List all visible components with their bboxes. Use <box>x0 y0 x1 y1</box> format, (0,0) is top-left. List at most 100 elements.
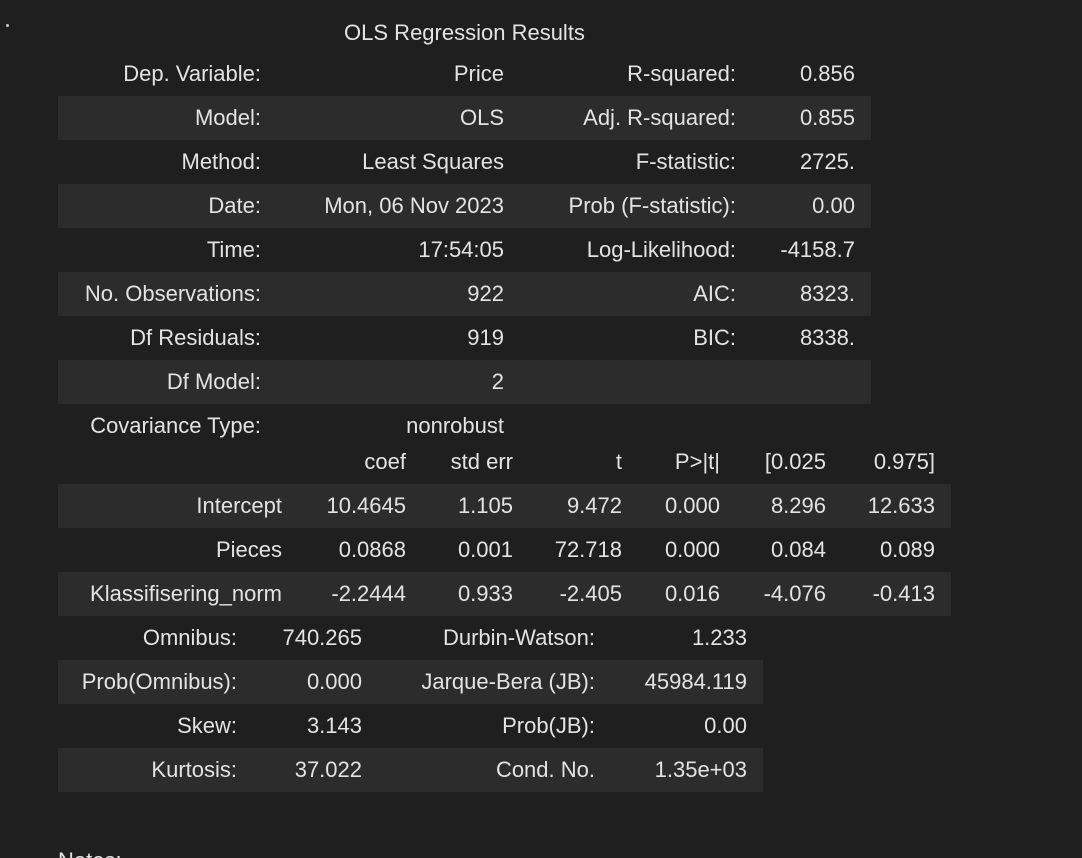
summary-table: OLS Regression Results Dep. Variable: Pr… <box>58 10 871 448</box>
table-row: Time: 17:54:05 Log-Likelihood: -4158.7 <box>58 228 871 272</box>
notes-heading: Notes: <box>58 848 122 858</box>
summary-value: nonrobust <box>406 413 504 438</box>
summary-label: Adj. R-squared: <box>520 96 752 140</box>
summary-value: 0.00 <box>752 184 871 228</box>
t-cell: 72.718 <box>554 537 622 562</box>
table-row: Date: Mon, 06 Nov 2023 Prob (F-statistic… <box>58 184 871 228</box>
column-header: [0.025 <box>764 449 826 474</box>
table-row: Model: OLS Adj. R-squared: 0.855 <box>58 96 871 140</box>
table-title: OLS Regression Results <box>344 20 585 45</box>
diagnostic-label: Prob(Omnibus): <box>58 660 253 704</box>
summary-label: Log-Likelihood: <box>586 237 736 262</box>
diagnostic-label: Skew: <box>177 713 237 738</box>
t-cell: -2.405 <box>529 572 638 616</box>
summary-value: Mon, 06 Nov 2023 <box>277 184 520 228</box>
diagnostic-value: 0.00 <box>704 713 747 738</box>
diagnostic-value: 1.233 <box>691 625 747 650</box>
summary-value: Price <box>453 61 504 86</box>
diagnostic-value: 37.022 <box>253 748 378 792</box>
summary-value: 2 <box>277 360 520 404</box>
summary-value: 8338. <box>799 325 855 350</box>
column-header: std err <box>450 449 513 474</box>
summary-label: Time: <box>206 237 261 262</box>
coef-cell: -2.2444 <box>298 572 422 616</box>
table-header-row: coef std err t P>|t| [0.025 0.975] <box>58 440 951 484</box>
ci-lower-cell: -4.076 <box>736 572 842 616</box>
summary-value: 0.856 <box>799 61 855 86</box>
diagnostic-label: Kurtosis: <box>58 748 253 792</box>
diagnostic-label: Jarque-Bera (JB): <box>378 660 611 704</box>
column-header: t <box>615 449 622 474</box>
table-row: Covariance Type: nonrobust <box>58 404 871 448</box>
column-header <box>58 440 298 484</box>
coefficients-table: coef std err t P>|t| [0.025 0.975] Inter… <box>58 440 951 616</box>
ci-upper-cell: 12.633 <box>842 484 951 528</box>
summary-label: Df Model: <box>58 360 277 404</box>
summary-label: Covariance Type: <box>90 413 261 438</box>
summary-label: Model: <box>58 96 277 140</box>
variable-name: Pieces <box>215 537 282 562</box>
table-row: Df Model: 2 <box>58 360 871 404</box>
std-err-cell: 0.001 <box>457 537 513 562</box>
table-row: Klassifisering_norm -2.2444 0.933 -2.405… <box>58 572 951 616</box>
table-row: Dep. Variable: Price R-squared: 0.856 <box>58 52 871 96</box>
summary-value: -4158.7 <box>780 237 855 262</box>
table-row: Intercept 10.4645 1.105 9.472 0.000 8.29… <box>58 484 951 528</box>
diagnostics-table: Omnibus: 740.265 Durbin-Watson: 1.233 Pr… <box>58 616 763 792</box>
column-header: P>|t| <box>674 449 720 474</box>
std-err-cell: 1.105 <box>422 484 529 528</box>
diagnostic-label: Omnibus: <box>142 625 237 650</box>
summary-label: Dep. Variable: <box>123 61 261 86</box>
std-err-cell: 0.933 <box>422 572 529 616</box>
summary-value: 2725. <box>799 149 855 174</box>
diagnostic-value: 0.000 <box>253 660 378 704</box>
table-row: Method: Least Squares F-statistic: 2725. <box>58 140 871 184</box>
summary-label: Df Residuals: <box>130 325 261 350</box>
summary-label: Method: <box>181 149 262 174</box>
diagnostic-value: 3.143 <box>306 713 362 738</box>
summary-value: Least Squares <box>362 149 504 174</box>
summary-label: AIC: <box>520 272 752 316</box>
coef-cell: 0.0868 <box>338 537 406 562</box>
table-row: No. Observations: 922 AIC: 8323. <box>58 272 871 316</box>
table-row: Kurtosis: 37.022 Cond. No. 1.35e+03 <box>58 748 763 792</box>
table-row: Prob(Omnibus): 0.000 Jarque-Bera (JB): 4… <box>58 660 763 704</box>
coef-cell: 10.4645 <box>298 484 422 528</box>
p-value-cell: 0.016 <box>638 572 736 616</box>
summary-label <box>520 360 752 404</box>
summary-value: OLS <box>277 96 520 140</box>
summary-value <box>752 360 871 404</box>
cell-marker-dot <box>6 24 9 27</box>
summary-label: BIC: <box>693 325 736 350</box>
table-row: Pieces 0.0868 0.001 72.718 0.000 0.084 0… <box>58 528 951 572</box>
ci-upper-cell: -0.413 <box>842 572 951 616</box>
summary-value: 17:54:05 <box>418 237 504 262</box>
summary-label: Prob (F-statistic): <box>520 184 752 228</box>
diagnostic-label: Prob(JB): <box>502 713 595 738</box>
ci-lower-cell: 0.084 <box>770 537 826 562</box>
diagnostic-label: Cond. No. <box>378 748 611 792</box>
summary-label: No. Observations: <box>58 272 277 316</box>
diagnostic-value: 740.265 <box>282 625 362 650</box>
p-value-cell: 0.000 <box>638 484 736 528</box>
summary-value: 8323. <box>752 272 871 316</box>
table-row: Skew: 3.143 Prob(JB): 0.00 <box>58 704 763 748</box>
t-cell: 9.472 <box>529 484 638 528</box>
variable-name: Intercept <box>58 484 298 528</box>
p-value-cell: 0.000 <box>664 537 720 562</box>
table-row: Omnibus: 740.265 Durbin-Watson: 1.233 <box>58 616 763 660</box>
ci-upper-cell: 0.089 <box>879 537 935 562</box>
summary-value: 0.855 <box>752 96 871 140</box>
diagnostic-value: 45984.119 <box>611 660 763 704</box>
column-header: 0.975] <box>873 449 935 474</box>
table-row: Df Residuals: 919 BIC: 8338. <box>58 316 871 360</box>
ci-lower-cell: 8.296 <box>736 484 842 528</box>
summary-value: 922 <box>277 272 520 316</box>
variable-name: Klassifisering_norm <box>58 572 298 616</box>
column-header: coef <box>364 449 406 474</box>
diagnostic-value: 1.35e+03 <box>611 748 763 792</box>
summary-label: F-statistic: <box>635 149 736 174</box>
summary-label: R-squared: <box>627 61 736 86</box>
summary-label: Date: <box>58 184 277 228</box>
diagnostic-label: Durbin-Watson: <box>442 625 595 650</box>
